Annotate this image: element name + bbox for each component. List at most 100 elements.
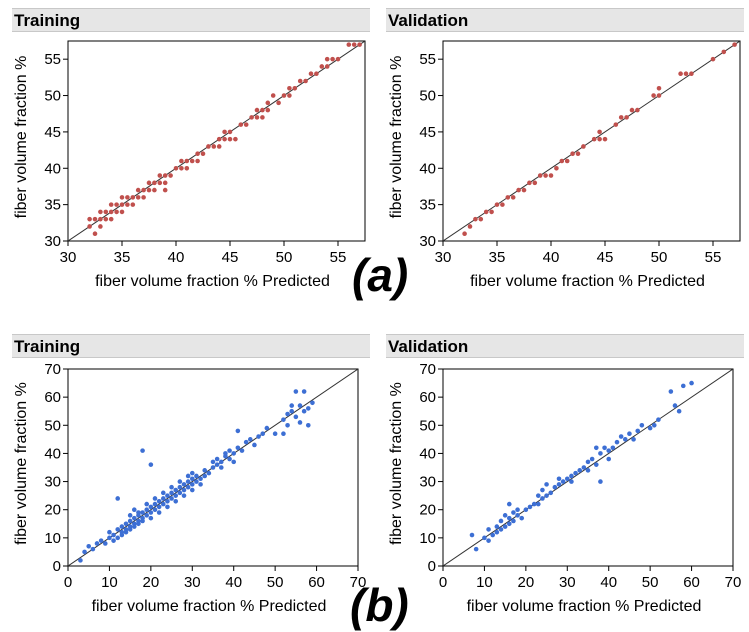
data-point [148, 462, 154, 467]
chart-b-validation: 0 10 20 30 40 50 60 70 0 10 20 30 40 50 60 70 fiber volu… [388, 361, 741, 615]
data-point [115, 527, 121, 532]
data-point [570, 151, 575, 157]
y-axis-label: fiber volume fraction % [388, 382, 405, 545]
data-point [173, 493, 179, 498]
data-point [500, 202, 505, 207]
data-point [265, 107, 271, 113]
data-point [111, 532, 116, 538]
x-tick-label: 10 [101, 574, 118, 591]
data-point [165, 504, 170, 510]
data-point [135, 195, 141, 200]
data-point [589, 456, 595, 462]
data-point [157, 180, 163, 186]
data-point [301, 389, 307, 394]
data-point [152, 496, 158, 501]
y-tick-label: 20 [419, 502, 436, 519]
data-point [627, 431, 632, 437]
data-point [243, 439, 249, 445]
data-point [125, 195, 130, 200]
y-tick-label: 70 [419, 361, 436, 378]
data-point [478, 216, 484, 222]
data-point [591, 136, 597, 142]
data-point [272, 431, 278, 437]
y-tick-label: 20 [44, 502, 61, 519]
identity-line [443, 369, 733, 566]
data-point [305, 406, 311, 411]
x-tick-label: 10 [476, 574, 493, 591]
data-point [249, 115, 254, 120]
data-point [185, 479, 191, 484]
data-point [651, 422, 657, 428]
data-point [125, 202, 130, 207]
data-point [98, 216, 103, 222]
data-point [651, 93, 656, 98]
chart-b-training: 0 10 20 30 40 50 60 70 0 10 20 30 40 50 60 70 fiber volu… [13, 361, 366, 615]
data-point [483, 209, 489, 215]
x-tick-label: 40 [543, 249, 560, 266]
x-tick-label: 35 [489, 249, 506, 266]
x-axis-label: fiber volume fraction % Predicted [95, 273, 330, 290]
x-tick-label: 30 [184, 574, 201, 591]
data-point [467, 224, 473, 229]
data-point [179, 158, 184, 164]
data-point [486, 538, 491, 543]
data-point [505, 195, 511, 200]
data-point [618, 434, 624, 439]
plot-area [68, 41, 365, 241]
x-tick-label: 40 [168, 249, 185, 266]
x-tick-label: 60 [308, 574, 325, 591]
y-tick-label: 50 [419, 417, 436, 434]
data-point [482, 535, 487, 541]
y-tick-label: 30 [44, 474, 61, 491]
data-point [194, 479, 199, 484]
data-point [689, 380, 694, 386]
data-point [206, 144, 211, 149]
data-point [131, 524, 137, 529]
data-point [146, 187, 152, 193]
data-point [98, 224, 103, 229]
data-point [140, 510, 145, 515]
data-point [506, 515, 512, 521]
data-point [218, 459, 224, 465]
panel-header-a-training: Training [12, 8, 370, 32]
data-point [119, 202, 125, 207]
data-point [168, 173, 173, 178]
data-point [297, 78, 303, 84]
data-point [254, 115, 260, 120]
data-point [92, 231, 98, 237]
data-point [127, 513, 133, 518]
data-point [119, 209, 125, 215]
data-point [233, 136, 238, 142]
y-tick-label: 50 [44, 88, 61, 105]
data-point [285, 422, 290, 428]
data-point [511, 510, 516, 515]
data-point [569, 473, 574, 479]
data-point [494, 529, 500, 535]
x-tick-label: 55 [330, 249, 347, 266]
data-point [548, 173, 554, 178]
data-point [301, 408, 307, 414]
data-point [136, 521, 141, 527]
data-point [346, 42, 352, 47]
data-point [185, 484, 191, 490]
data-point [569, 479, 574, 484]
data-point [222, 129, 227, 135]
data-point [502, 524, 508, 529]
data-point [140, 448, 145, 453]
data-point [119, 524, 125, 529]
data-point [639, 422, 645, 428]
data-point [108, 209, 114, 215]
data-point [223, 451, 228, 456]
data-point [114, 202, 119, 207]
data-point [148, 515, 154, 521]
data-point [211, 144, 217, 149]
data-point [235, 428, 241, 434]
data-point [86, 544, 92, 549]
data-point [162, 173, 168, 178]
data-point [173, 165, 179, 171]
data-point [676, 408, 682, 414]
data-point [510, 195, 516, 200]
data-point [231, 459, 237, 465]
y-tick-label: 70 [44, 361, 61, 378]
data-point [635, 428, 641, 434]
